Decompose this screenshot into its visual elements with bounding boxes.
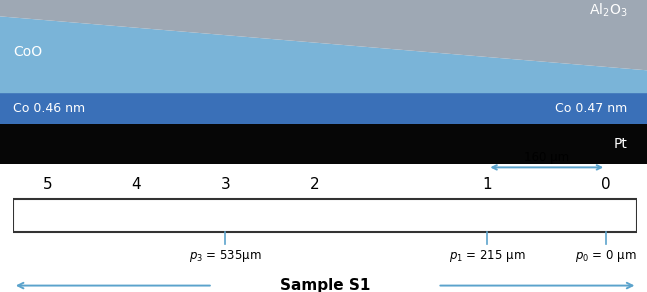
Text: Pt: Pt	[614, 137, 628, 151]
Polygon shape	[0, 93, 647, 124]
Text: Co 0.46 nm: Co 0.46 nm	[13, 102, 85, 115]
Text: 160 µm: 160 µm	[524, 150, 569, 164]
Text: Co 0.47 nm: Co 0.47 nm	[555, 102, 628, 115]
FancyBboxPatch shape	[13, 199, 637, 232]
Text: 5: 5	[43, 177, 52, 192]
Text: 3: 3	[221, 177, 230, 192]
Polygon shape	[0, 124, 647, 164]
Text: $p_{0}$ = 0 μm: $p_{0}$ = 0 μm	[575, 248, 637, 264]
Text: $p_{3}$ = 535μm: $p_{3}$ = 535μm	[189, 248, 261, 264]
Text: 4: 4	[131, 177, 141, 192]
Polygon shape	[0, 16, 647, 93]
Polygon shape	[0, 0, 647, 70]
Text: 2: 2	[310, 177, 320, 192]
Text: $p_{1}$ = 215 μm: $p_{1}$ = 215 μm	[449, 248, 526, 264]
Text: Sample S1: Sample S1	[280, 278, 370, 292]
Text: CoO: CoO	[13, 45, 42, 59]
Text: 0: 0	[601, 177, 611, 192]
Text: Al$_2$O$_3$: Al$_2$O$_3$	[589, 1, 628, 18]
Text: 1: 1	[483, 177, 492, 192]
